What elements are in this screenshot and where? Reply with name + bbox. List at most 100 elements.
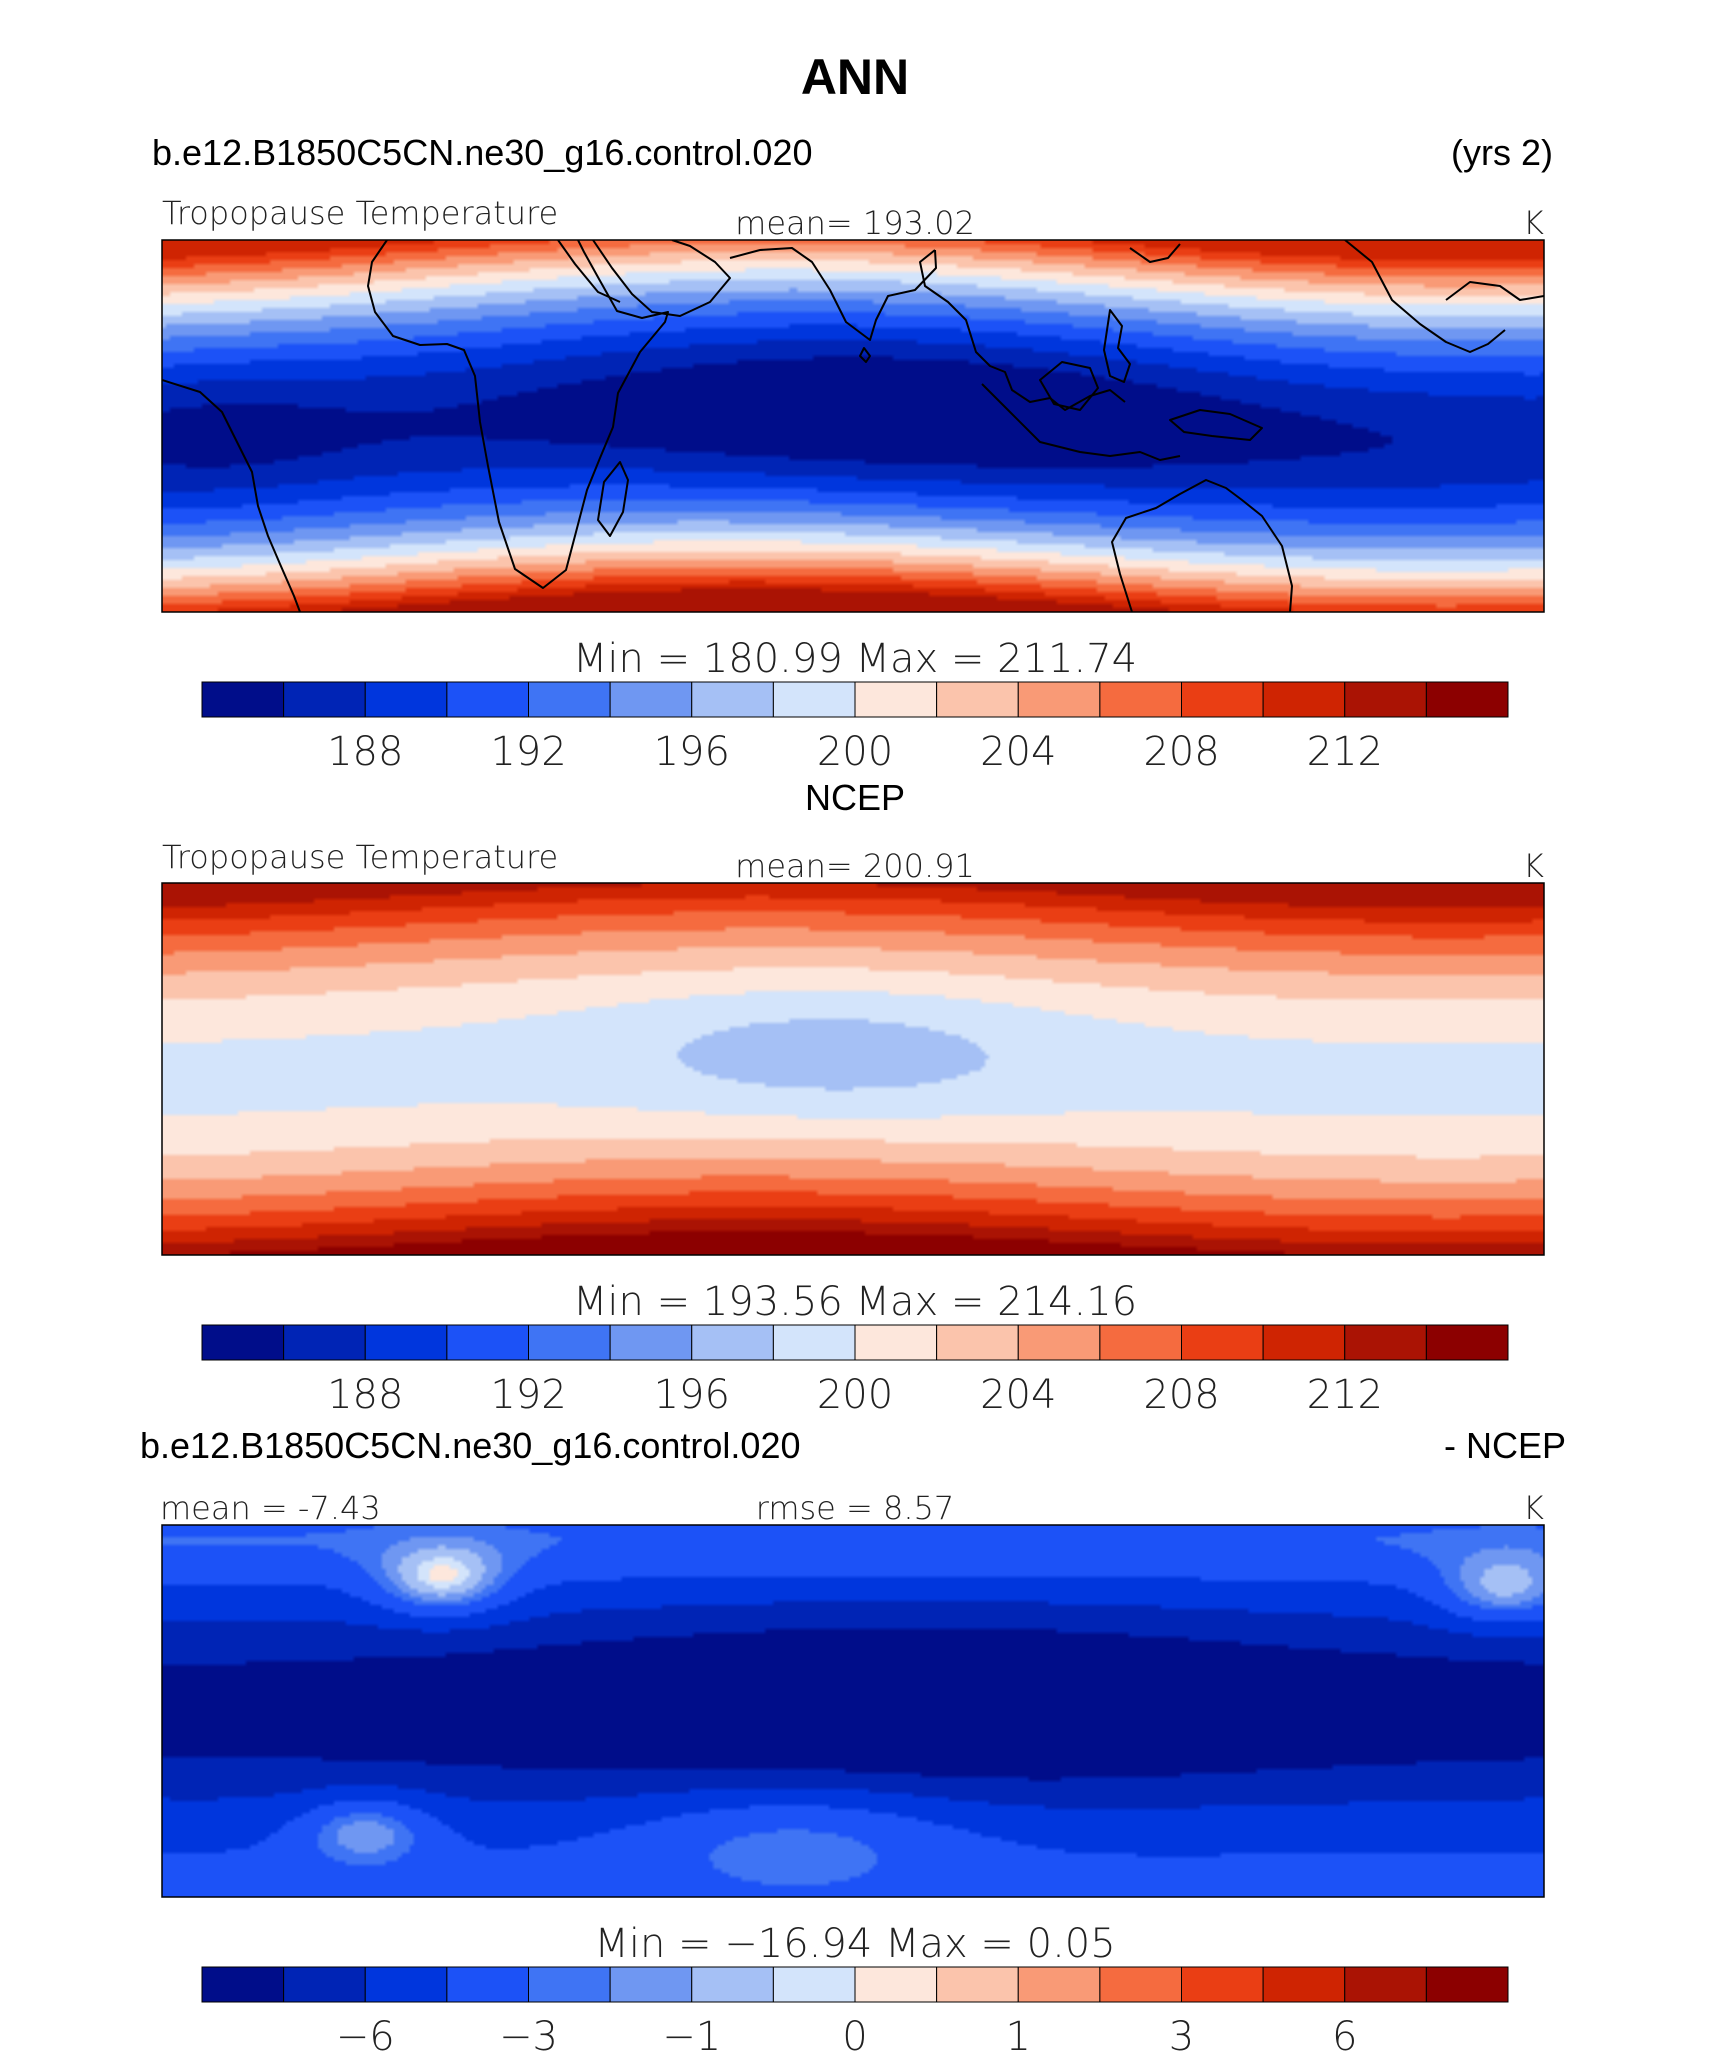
panel-diff-rmse: rmse = 8.57 [756,1489,955,1527]
coast-borneo [1039,361,1099,411]
colorbar-swatch [609,1966,693,2003]
coast-africa [367,240,669,589]
coast-gulf [1445,281,1544,301]
panel-model-units: K [1523,204,1544,242]
colorbar-swatch [1099,1966,1182,2003]
coast-madagascar [597,461,629,537]
colorbar-tick-label: 212 [1307,1372,1383,1418]
panel-model-coastlines [162,240,1544,612]
panel-model-years: (yrs 2) [1451,132,1553,173]
colorbar-swatch [446,1324,529,1361]
panel-obs-minmax: Min = 193.56 Max = 214.16 [573,1279,1137,1325]
panel-obs-dataset: NCEP [805,777,905,818]
colorbar-swatch [364,1966,448,2003]
colorbar-tick-label: 6 [1332,2014,1357,2060]
colorbar-swatch [201,1324,285,1361]
coast-sumatra-java [981,383,1181,461]
panel-model-contour-field [162,240,1544,612]
coast-south-america [162,379,301,612]
colorbar-swatch [1181,1324,1264,1361]
colorbar-swatch [1425,1324,1509,1361]
colorbar-swatch [772,1966,856,2003]
colorbar-swatch [772,1324,856,1361]
colorbar-swatch [772,681,856,718]
colorbar-swatch [1017,1966,1101,2003]
coast-arabia [592,240,731,317]
colorbar-swatch [854,1966,938,2003]
colorbar-swatch [936,1324,1019,1361]
colorbar-swatch [691,1324,774,1361]
colorbar-tick-label: 208 [1143,1372,1219,1418]
panel-diff: b.e12.B1850C5CN.ne30_g16.control.020 - N… [140,1425,1566,2060]
colorbar-swatch [1262,681,1346,718]
panel-model-colorbar: 188 192 196 200 204 208 212 [201,681,1509,775]
colorbar-tick-label: 192 [490,1372,566,1418]
panel-diff-minmax: Min = −16.94 Max = 0.05 [594,1921,1115,1967]
colorbar-swatch [691,681,774,718]
panel-diff-map [161,1524,1545,1898]
panel-diff-colorbar: −6 −3 −1 0 1 3 6 [201,1966,1509,2060]
colorbar-swatch [283,681,366,718]
panel-diff-contour-field [162,1525,1544,1897]
coast-se-asia [919,249,1126,411]
panel-model-map [161,239,1545,613]
colorbar-tick-label: 196 [654,1372,730,1418]
colorbar-swatch [201,1966,285,2003]
panel-diff-minus-label: - NCEP [1444,1425,1566,1466]
panel-obs-mean: mean= 200.91 [735,847,975,885]
colorbar-tick-label: 188 [327,1372,403,1418]
colorbar-tick-label: −6 [336,2014,395,2060]
colorbar-tick-label: 192 [490,729,566,775]
colorbar-swatch [609,681,693,718]
panel-obs-map-frame [161,882,1545,1256]
colorbar-tick-label: 196 [654,729,730,775]
colorbar-swatch [528,1966,611,2003]
colorbar-tick-label: 188 [327,729,403,775]
coast-red-sea [557,240,621,303]
colorbar-swatch [936,1966,1019,2003]
panel-obs-map [161,882,1545,1256]
coast-south-asia [729,247,937,341]
colorbar-swatch [1425,681,1509,718]
colorbar-tick-label: 3 [1169,2014,1194,2060]
colorbar-swatch [283,1966,366,2003]
panel-diff-case-name: b.e12.B1850C5CN.ne30_g16.control.020 [140,1425,801,1466]
colorbar-swatch [528,1324,611,1361]
colorbar-tick-label: 200 [817,729,893,775]
panel-model-minmax: Min = 180.99 Max = 211.74 [573,636,1137,682]
colorbar-swatch [1344,1324,1427,1361]
panel-diff-units: K [1523,1489,1544,1527]
colorbar-swatch [936,681,1019,718]
colorbar-tick-label: 0 [842,2014,867,2060]
colorbar-swatch [201,681,285,718]
colorbar-swatch [609,1324,693,1361]
colorbar-tick-label: 208 [1143,729,1219,775]
coast-australia [1111,479,1293,612]
colorbar-swatch [1262,1324,1346,1361]
colorbar-swatch [1181,681,1264,718]
colorbar-swatch [364,681,448,718]
colorbar-swatch [446,681,529,718]
colorbar-swatch [283,1324,366,1361]
coast-japan [1129,243,1181,263]
colorbar-swatch [1099,681,1182,718]
panel-obs: NCEP Tropopause Temperature mean= 200.91… [161,777,1545,1418]
panel-diff-map-frame [161,1524,1545,1898]
colorbar-swatch [528,681,611,718]
panel-model-variable: Tropopause Temperature [162,194,558,232]
panel-obs-units: K [1523,847,1544,885]
colorbar-swatch [1344,681,1427,718]
coast-sri-lanka [859,347,871,363]
colorbar-tick-label: 212 [1307,729,1383,775]
colorbar-swatch [1017,681,1101,718]
colorbar-swatch [1344,1966,1427,2003]
colorbar-swatch [854,681,938,718]
coast-central-america [1344,240,1506,353]
panel-model-mean: mean= 193.02 [735,204,975,242]
coast-new-guinea [1169,409,1263,441]
panel-model: b.e12.B1850C5CN.ne30_g16.control.020 (yr… [152,132,1553,775]
panel-model-case-name: b.e12.B1850C5CN.ne30_g16.control.020 [152,132,813,173]
colorbar-swatch [1017,1324,1101,1361]
colorbar-swatch [1099,1324,1182,1361]
